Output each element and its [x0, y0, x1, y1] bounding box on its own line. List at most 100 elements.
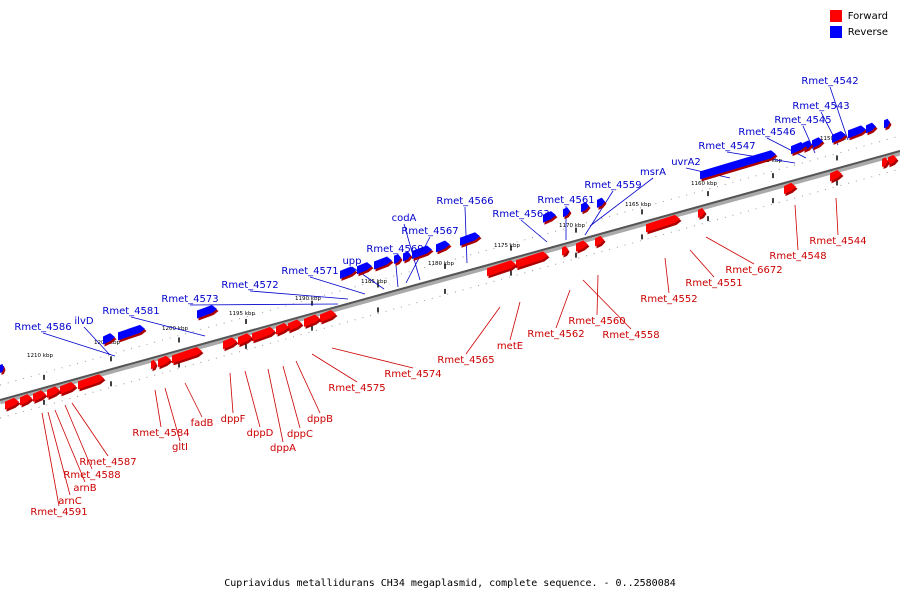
forward-gene[interactable] [516, 251, 548, 269]
reverse-leader-line [584, 190, 614, 236]
reverse-gene-label[interactable]: Rmet_4547 [698, 141, 755, 152]
reverse-gene-label[interactable]: uvrA2 [671, 157, 701, 168]
forward-gene-label[interactable]: Rmet_4544 [809, 236, 866, 247]
reverse-gene[interactable] [791, 142, 806, 155]
reverse-gene[interactable] [832, 130, 846, 143]
forward-gene[interactable] [646, 214, 680, 233]
forward-gene-label[interactable]: Rmet_4584 [132, 428, 189, 439]
forward-gene[interactable] [158, 355, 171, 368]
reverse-gene[interactable] [700, 150, 776, 180]
reverse-gene[interactable] [340, 266, 356, 279]
reverse-gene[interactable] [118, 324, 145, 341]
forward-gene[interactable] [223, 337, 237, 350]
reverse-gene-label[interactable]: Rmet_4563 [492, 209, 549, 220]
reverse-gene[interactable] [866, 122, 876, 134]
reverse-gene-label[interactable]: Rmet_4581 [102, 306, 159, 317]
forward-gene[interactable] [562, 245, 568, 256]
reverse-gene[interactable] [543, 211, 556, 223]
forward-gene-label[interactable]: Rmet_4558 [602, 330, 659, 341]
forward-gene[interactable] [698, 207, 705, 218]
reverse-gene[interactable] [197, 304, 217, 319]
forward-gene[interactable] [78, 374, 104, 390]
reverse-gene-label[interactable]: Rmet_4571 [281, 266, 338, 277]
forward-gene-label[interactable]: gltI [172, 442, 188, 453]
forward-gene-label[interactable]: dppA [270, 443, 296, 454]
forward-gene[interactable] [882, 157, 888, 167]
forward-gene-label[interactable]: Rmet_4548 [769, 251, 826, 262]
forward-gene-label[interactable]: Rmet_4565 [437, 355, 494, 366]
reverse-gene-label[interactable]: codA [392, 213, 417, 224]
forward-gene-label[interactable]: Rmet_4560 [568, 316, 625, 327]
reverse-gene[interactable] [0, 363, 4, 373]
reverse-gene-label[interactable]: Rmet_4542 [801, 76, 858, 87]
forward-gene-label[interactable]: fadB [191, 418, 214, 429]
reverse-gene-label[interactable]: ilvD [74, 316, 93, 327]
forward-gene-label[interactable]: dppC [287, 429, 313, 440]
forward-gene-label[interactable]: Rmet_6672 [725, 265, 782, 276]
forward-gene[interactable] [320, 310, 336, 323]
reverse-gene[interactable] [436, 240, 450, 253]
forward-gene[interactable] [276, 323, 289, 335]
forward-gene-label[interactable]: Rmet_4552 [640, 294, 697, 305]
forward-gene-label[interactable]: Rmet_4588 [63, 470, 120, 481]
forward-gene-label[interactable]: Rmet_4575 [328, 383, 385, 394]
reverse-leader-line [189, 303, 339, 306]
forward-gene[interactable] [20, 394, 32, 406]
forward-gene-label[interactable]: dppD [247, 428, 274, 439]
backbone-shadow [0, 150, 900, 405]
reverse-gene-label[interactable]: msrA [640, 167, 666, 178]
forward-gene[interactable] [47, 386, 60, 398]
forward-gene[interactable] [5, 397, 19, 410]
forward-gene-label[interactable]: Rmet_4574 [384, 369, 441, 380]
reverse-gene-label[interactable]: Rmet_4586 [14, 322, 71, 333]
reverse-gene[interactable] [460, 232, 480, 246]
reverse-gene[interactable] [412, 245, 432, 260]
forward-gene-label[interactable]: Rmet_4551 [685, 278, 742, 289]
forward-gene[interactable] [576, 240, 588, 252]
forward-gene-label[interactable]: metE [497, 341, 523, 352]
reverse-gene-label[interactable]: Rmet_4567 [401, 226, 458, 237]
forward-gene[interactable] [172, 347, 202, 364]
reverse-gene[interactable] [884, 118, 890, 129]
forward-gene-label[interactable]: Rmet_4562 [527, 329, 584, 340]
forward-gene-label[interactable]: Rmet_4587 [79, 457, 136, 468]
forward-gene[interactable] [151, 359, 156, 370]
reverse-gene-label[interactable]: Rmet_4546 [738, 127, 795, 138]
reverse-gene-label[interactable]: Rmet_4573 [161, 294, 218, 305]
reverse-gene[interactable] [812, 137, 823, 149]
reverse-gene-label[interactable]: Rmet_4559 [584, 180, 641, 191]
reverse-gene-label[interactable]: Rmet_4545 [774, 115, 831, 126]
forward-gene[interactable] [888, 154, 897, 166]
reverse-gene-label[interactable]: Rmet_4572 [221, 280, 278, 291]
forward-gene[interactable] [595, 235, 604, 247]
reverse-gene-label[interactable]: Rmet_4566 [436, 196, 493, 207]
forward-gene-label[interactable]: arnC [58, 496, 81, 507]
forward-gene[interactable] [784, 182, 796, 195]
reverse-gene-label[interactable]: Rmet_4543 [792, 101, 849, 112]
forward-gene[interactable] [304, 314, 320, 327]
forward-gene[interactable] [252, 326, 275, 342]
reverse-gene[interactable] [357, 262, 372, 275]
reverse-leader-line [829, 86, 849, 141]
forward-gene-label[interactable]: arnB [73, 483, 96, 494]
forward-gene[interactable] [60, 381, 76, 395]
forward-gene[interactable] [33, 390, 46, 402]
reverse-gene[interactable] [103, 333, 115, 345]
reverse-gene-label[interactable]: upp [342, 256, 361, 267]
reverse-gene-label[interactable]: Rmet_4569 [366, 244, 423, 255]
reverse-gene[interactable] [403, 251, 411, 262]
reverse-gene[interactable] [848, 125, 866, 139]
reverse-gene[interactable] [597, 197, 605, 208]
forward-gene[interactable] [238, 333, 252, 346]
forward-gene-label[interactable]: Rmet_4591 [30, 507, 87, 518]
forward-gene-label[interactable]: dppB [307, 414, 333, 425]
forward-gene[interactable] [288, 319, 302, 332]
reverse-gene[interactable] [563, 207, 570, 218]
reverse-gene-label[interactable]: Rmet_4561 [537, 195, 594, 206]
reverse-gene[interactable] [581, 202, 589, 213]
forward-gene-label[interactable]: dppF [221, 414, 246, 425]
reverse-gene[interactable] [394, 254, 401, 264]
reverse-gene[interactable] [374, 256, 392, 270]
forward-gene[interactable] [487, 260, 516, 277]
forward-gene[interactable] [830, 170, 842, 182]
